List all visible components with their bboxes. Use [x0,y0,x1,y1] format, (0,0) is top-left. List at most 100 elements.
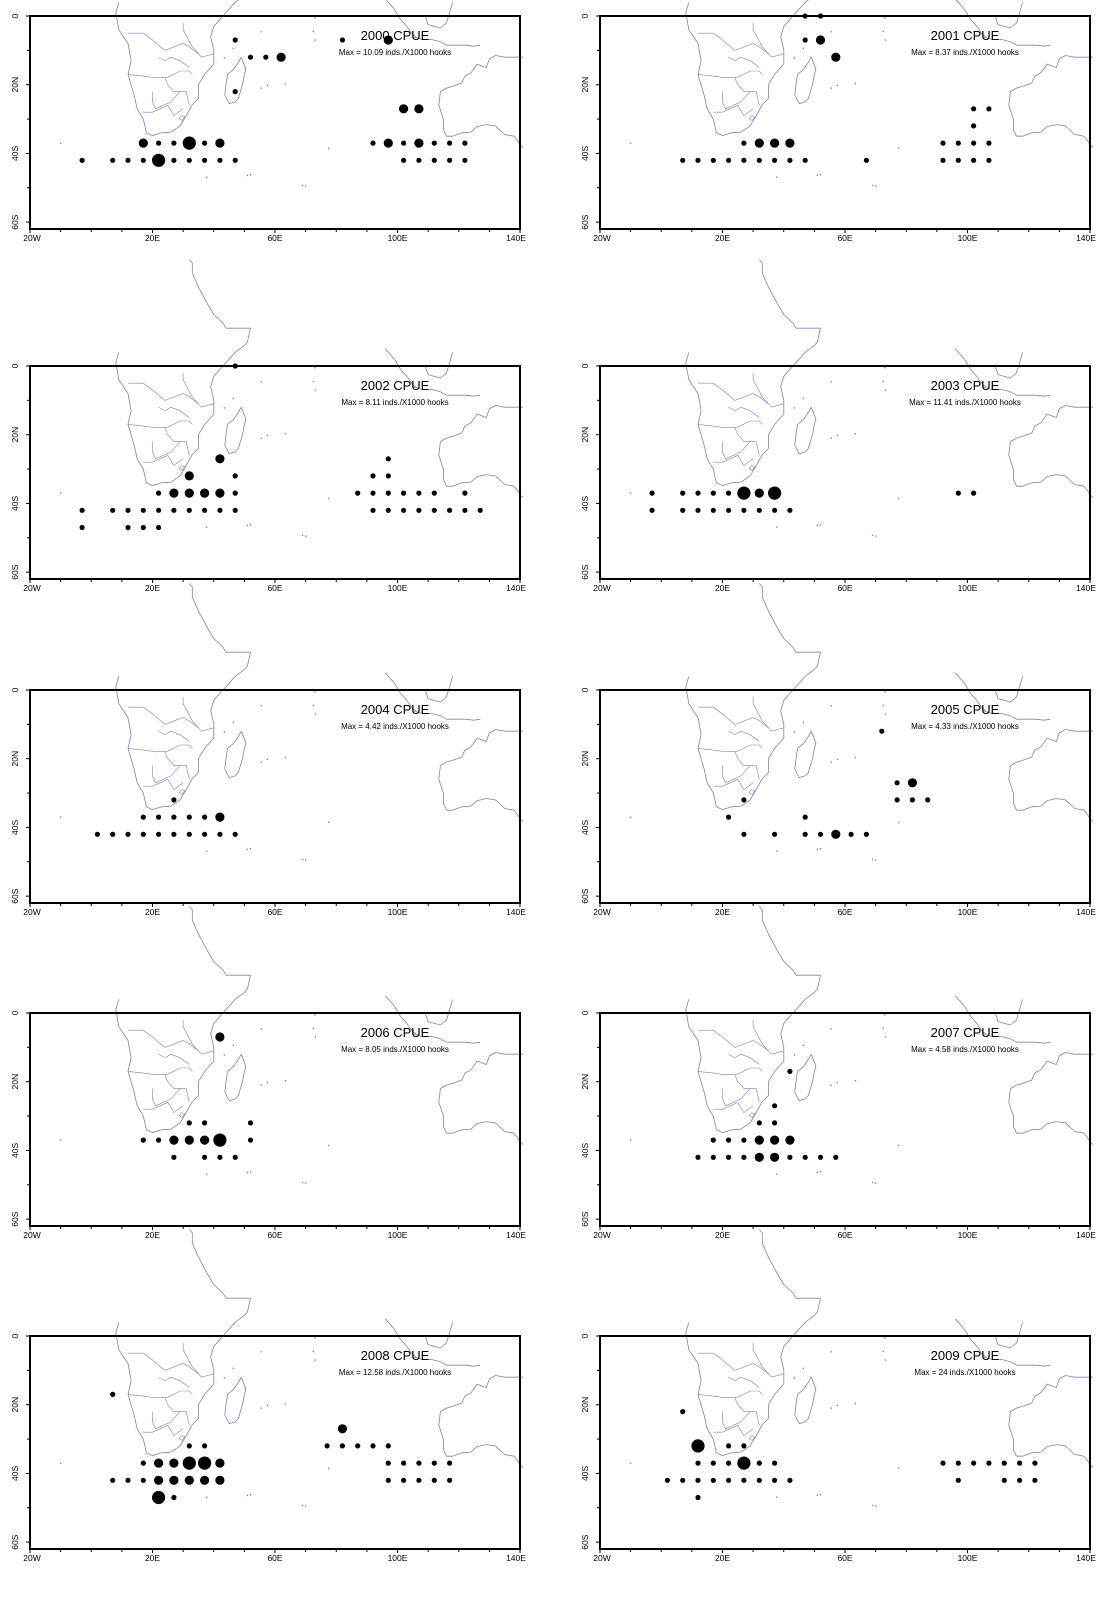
coastline [994,1322,1023,1349]
panel-title: 2000 CPUE [361,28,430,43]
coastline [955,348,987,387]
country-border [164,427,181,442]
country-border [697,1067,763,1076]
panel-max-label: Max = 4.42 inds./X1000 hooks [341,722,449,731]
panel-max-label: Max = 11.41 inds./X1000 hooks [909,398,1021,407]
cpue-point [355,490,361,496]
cpue-point [156,140,162,146]
country-border [128,706,199,729]
y-tick-label: 20N [580,751,590,767]
cpue-point [154,1458,164,1468]
country-border [728,730,760,742]
cpue-point [971,490,977,496]
cpue-point [215,1475,225,1485]
cpue-point [447,1460,453,1466]
x-tick-label: 100E [388,233,408,243]
y-tick-label: 0 [10,13,20,18]
island-mark [871,184,874,187]
cpue-point [217,831,223,837]
island-mark [260,1028,263,1030]
country-border [164,77,181,92]
cpue-point [414,138,424,148]
cpue-point [817,1154,824,1160]
x-tick-label: 100E [388,583,408,593]
island-mark [629,492,632,494]
country-border [127,1390,193,1399]
cpue-point [802,814,808,820]
cpue-points [140,1032,254,1160]
x-tick-label: 60E [267,907,282,917]
map-panel: 20W 20E 60E 100E 140E 0 20N 40S 60S 2003 CPUE Max … [580,259,1096,593]
island-mark [246,1171,249,1174]
island-mark [854,82,857,85]
cpue-point [186,831,192,837]
country-border [728,1053,760,1065]
cpue-point [337,1424,347,1434]
country-border [158,406,190,418]
country-border [752,696,784,732]
cpue-point [741,157,747,163]
island-mark [327,1144,330,1147]
coastline-layer [59,259,524,537]
island-mark [232,397,235,400]
madagascar-outline [794,1377,817,1424]
cpue-point [184,1135,194,1145]
country-border [152,91,190,110]
cpue-point [833,1154,839,1160]
island-mark [327,147,330,150]
cpue-point [156,507,162,513]
y-tick-label: 60S [10,564,20,579]
cpue-point [772,831,778,837]
island-mark [830,381,833,383]
country-border [713,1424,754,1437]
cpue-point [215,138,225,148]
coastline [685,583,821,810]
x-tick-label: 140E [506,1553,526,1563]
coastline [424,1322,453,1349]
y-tick-label: 40S [10,146,20,161]
island-mark [314,713,317,715]
x-tick-label: 60E [837,907,852,917]
country-border [128,32,199,55]
cpue-point [695,1477,701,1483]
island-mark [205,176,208,178]
island-mark [884,1013,886,1016]
y-tick-label: 0 [580,1333,590,1338]
island-mark [629,816,632,818]
cpue-point [202,1154,208,1160]
y-tick-label: 40S [580,496,590,511]
cpue-point [79,524,85,531]
cpue-point [754,1135,764,1145]
coastline [982,1356,1051,1367]
cpue-point [169,488,179,498]
country-border [127,744,193,753]
x-tick-label: 60E [837,233,852,243]
coastline [412,1356,481,1367]
y-tick-label: 20N [10,1397,20,1413]
island-mark [301,184,304,187]
island-mark [59,1139,62,1141]
coastline-layer [59,906,524,1184]
cpue-point [202,1443,208,1449]
cpue-point [726,1460,732,1466]
cpue-point [695,157,701,163]
island-mark [854,756,857,759]
island-mark [882,704,885,707]
island-mark [246,1494,249,1497]
cpue-point [691,1439,705,1453]
cpue-point [355,1443,361,1449]
island-mark [249,1493,252,1496]
cpue-point [447,1477,453,1483]
island-mark [830,705,833,707]
cpue-point [370,1443,376,1449]
island-mark [871,1504,874,1507]
madagascar-outline [224,1054,247,1101]
x-tick-label: 100E [958,1553,978,1563]
island-mark [802,1044,805,1047]
x-tick-label: 100E [958,233,978,243]
cpue-point [138,138,148,148]
island-mark [312,30,315,33]
cpue-point [140,814,146,820]
cpue-point [770,1152,780,1162]
island-mark [897,1144,900,1147]
